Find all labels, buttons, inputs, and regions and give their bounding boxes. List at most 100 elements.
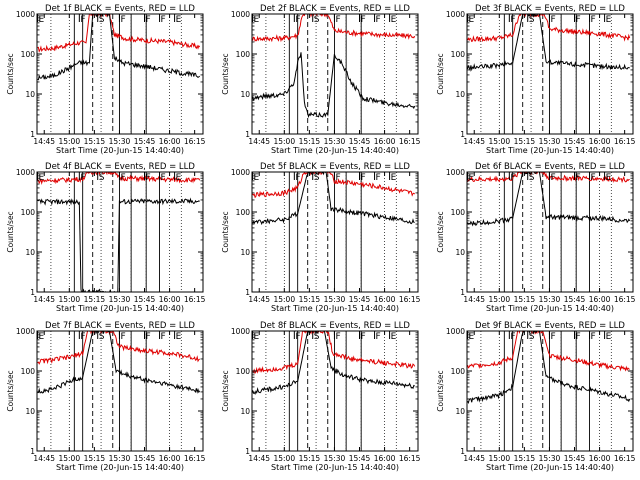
- x-tick-label: 15:45: [349, 295, 371, 304]
- marker-label: F: [591, 332, 596, 342]
- marker-label: F: [550, 332, 555, 342]
- x-tick-label: 16:15: [399, 137, 421, 146]
- x-tick-label: 16:15: [614, 295, 636, 304]
- y-tick-label: 100: [21, 367, 36, 376]
- marker-label: F: [576, 173, 581, 183]
- marker-label: F: [161, 15, 166, 25]
- x-tick-label: 15:00: [58, 454, 80, 463]
- plot-frame: [466, 330, 634, 452]
- marker-label: F: [576, 15, 581, 25]
- x-tick-label: 15:45: [134, 454, 156, 463]
- x-tick-label: 14:45: [248, 295, 270, 304]
- lld-series-line: [37, 14, 201, 53]
- lld-series-line: [467, 331, 630, 372]
- plot-frame: [36, 171, 204, 293]
- y-tick-label: 1: [245, 447, 250, 456]
- plot-frame: [36, 13, 204, 135]
- y-tick-label: 1: [460, 447, 465, 456]
- marker-label: F: [120, 332, 125, 342]
- marker-label: F: [550, 15, 555, 25]
- plot-frame: [466, 171, 634, 293]
- x-tick-label: 16:00: [589, 137, 611, 146]
- panel-title: Det 4f BLACK = Events, RED = LLD: [45, 162, 195, 172]
- y-tick-label: 10: [25, 90, 35, 99]
- y-tick-label: 100: [451, 50, 466, 59]
- x-tick-label: 16:15: [399, 454, 421, 463]
- x-tick-label: 15:45: [564, 295, 586, 304]
- y-axis-label: Counts/sec: [436, 53, 445, 94]
- y-axis-label: Counts/sec: [6, 370, 15, 411]
- marker-label: E: [469, 15, 475, 25]
- marker-label: E: [606, 15, 612, 25]
- y-axis-label: Counts/sec: [221, 211, 230, 252]
- y-tick-label: 100: [451, 367, 466, 376]
- x-axis-label: Start Time (20-Jun-15 14:40:40): [56, 304, 184, 313]
- x-tick-label: 15:30: [324, 454, 346, 463]
- lld-series-line: [37, 172, 201, 185]
- x-tick-label: 15:30: [324, 295, 346, 304]
- marker-label: E: [176, 332, 182, 342]
- marker-label: F: [510, 15, 515, 25]
- marker-label: E: [469, 173, 475, 183]
- events-series-line: [467, 172, 631, 227]
- x-tick-label: 15:15: [299, 454, 321, 463]
- y-axis-label: Counts/sec: [6, 211, 15, 252]
- plot-frame: [251, 171, 419, 293]
- marker-label: F: [376, 173, 381, 183]
- y-tick-label: 1000: [231, 168, 250, 177]
- marker-label: E: [39, 332, 45, 342]
- y-tick-label: 1000: [16, 327, 35, 336]
- lld-series-line: [252, 331, 416, 374]
- y-tick-label: 100: [236, 367, 251, 376]
- x-tick-label: 16:00: [374, 137, 396, 146]
- marker-label: S: [529, 332, 535, 342]
- marker-label: E: [39, 173, 45, 183]
- y-tick-label: 10: [240, 248, 250, 257]
- y-axis-label: Counts/sec: [436, 370, 445, 411]
- y-tick-label: 1: [30, 130, 35, 139]
- y-axis-label: Counts/sec: [6, 53, 15, 94]
- panel-title: Det 9f BLACK = Events, RED = LLD: [475, 321, 625, 331]
- marker-label: F: [335, 173, 340, 183]
- marker-label: F: [161, 332, 166, 342]
- x-tick-label: 16:00: [374, 295, 396, 304]
- marker-label: F: [591, 173, 596, 183]
- y-tick-label: 10: [455, 407, 465, 416]
- x-axis-label: Start Time (20-Jun-15 14:40:40): [56, 463, 184, 472]
- x-tick-label: 15:00: [58, 295, 80, 304]
- y-tick-label: 1: [460, 288, 465, 297]
- marker-label: S: [529, 15, 535, 25]
- x-tick-label: 16:00: [159, 454, 181, 463]
- x-tick-label: 14:45: [248, 454, 270, 463]
- x-tick-label: 15:00: [488, 137, 510, 146]
- x-tick-label: 15:00: [273, 454, 295, 463]
- panel-title: Det 8f BLACK = Events, RED = LLD: [260, 321, 410, 331]
- panel-title: Det 2f BLACK = Events, RED = LLD: [260, 4, 410, 14]
- marker-label: E: [39, 15, 45, 25]
- marker-label: E: [391, 15, 397, 25]
- lld-series-line: [467, 14, 631, 43]
- panel-title: Det 1f BLACK = Events, RED = LLD: [45, 4, 195, 14]
- y-tick-label: 1: [245, 130, 250, 139]
- y-tick-label: 1000: [231, 10, 250, 19]
- marker-label: F: [146, 332, 151, 342]
- marker-label: F: [335, 332, 340, 342]
- marker-label: E: [606, 173, 612, 183]
- x-tick-label: 14:45: [463, 137, 485, 146]
- x-axis-label: Start Time (20-Jun-15 14:40:40): [56, 146, 184, 155]
- y-tick-label: 1: [30, 447, 35, 456]
- marker-label: S: [99, 332, 105, 342]
- marker-label: F: [576, 332, 581, 342]
- x-tick-label: 14:45: [33, 454, 55, 463]
- y-axis-label: Counts/sec: [221, 370, 230, 411]
- x-tick-label: 15:15: [84, 137, 106, 146]
- marker-label: E: [469, 332, 475, 342]
- marker-label: E: [391, 173, 397, 183]
- x-tick-label: 14:45: [33, 295, 55, 304]
- y-tick-label: 1000: [446, 168, 465, 177]
